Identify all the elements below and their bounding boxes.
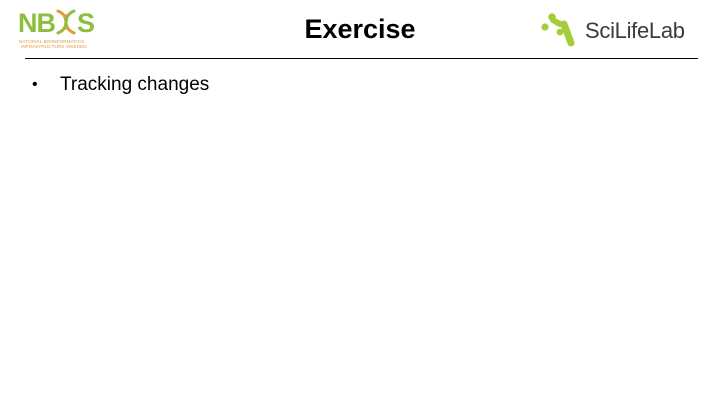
list-item: • Tracking changes (30, 73, 209, 97)
dna-helix-icon (56, 9, 76, 35)
title-divider (25, 58, 698, 59)
nbis-logo: NB S NATIONAL BIOINFORMATICS INFRASTRUCT… (18, 9, 95, 49)
nbis-logo-line1: NATIONAL BIOINFORMATICS (19, 39, 85, 44)
slide-title: Exercise (304, 14, 416, 44)
bullet-marker: • (32, 76, 38, 93)
scilifelab-wordmark: SciLifeLab (585, 18, 685, 43)
nbis-logo-wordmark: NB S (18, 8, 95, 38)
scilifelab-mark-icon (541, 13, 575, 47)
scilifelab-logo: SciLifeLab (540, 12, 710, 52)
nbis-logo-letter-s: S (77, 8, 95, 38)
bullet-list: • Tracking changes (30, 73, 209, 97)
nbis-logo-line2: INFRASTRUCTURE SWEDEN (21, 44, 87, 49)
nbis-logo-letters-nb: NB (18, 8, 56, 38)
bullet-text: Tracking changes (60, 74, 210, 95)
